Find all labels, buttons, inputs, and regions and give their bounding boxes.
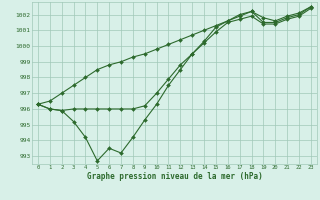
X-axis label: Graphe pression niveau de la mer (hPa): Graphe pression niveau de la mer (hPa) [86,172,262,181]
